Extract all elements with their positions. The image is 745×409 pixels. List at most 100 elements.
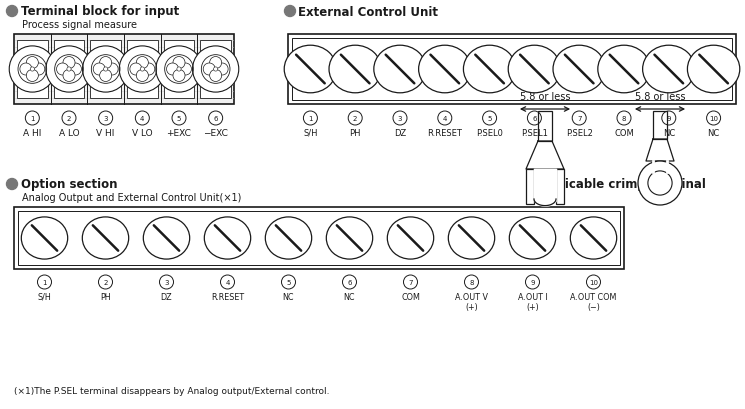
Text: V LO: V LO bbox=[132, 129, 153, 138]
Ellipse shape bbox=[22, 218, 68, 259]
Bar bbox=[14, 207, 624, 270]
Ellipse shape bbox=[326, 218, 372, 259]
Bar bbox=[18, 211, 620, 265]
Ellipse shape bbox=[387, 218, 434, 259]
Text: 5.8 or less: 5.8 or less bbox=[520, 92, 570, 102]
Circle shape bbox=[100, 57, 112, 70]
Ellipse shape bbox=[329, 46, 381, 94]
Ellipse shape bbox=[553, 46, 606, 94]
Text: 8: 8 bbox=[469, 279, 474, 285]
Text: V HI: V HI bbox=[97, 129, 115, 138]
Circle shape bbox=[83, 47, 129, 93]
Circle shape bbox=[140, 68, 145, 72]
Bar bbox=[526, 170, 534, 204]
Ellipse shape bbox=[374, 46, 426, 94]
Circle shape bbox=[209, 70, 222, 82]
Text: NC: NC bbox=[283, 292, 294, 301]
Text: 9: 9 bbox=[530, 279, 535, 285]
Text: 3: 3 bbox=[104, 116, 108, 122]
Text: 3: 3 bbox=[164, 279, 169, 285]
Circle shape bbox=[67, 68, 71, 72]
Circle shape bbox=[9, 47, 55, 93]
Text: 4: 4 bbox=[443, 116, 447, 122]
Circle shape bbox=[7, 179, 17, 190]
Text: PH: PH bbox=[100, 292, 111, 301]
Ellipse shape bbox=[463, 46, 516, 94]
Bar bbox=[538, 112, 552, 142]
Circle shape bbox=[192, 47, 238, 93]
Bar bbox=[14, 35, 234, 105]
Circle shape bbox=[156, 47, 202, 93]
Text: S/H: S/H bbox=[38, 292, 51, 301]
Circle shape bbox=[136, 57, 148, 70]
Bar bbox=[127, 40, 158, 99]
Text: COM: COM bbox=[614, 129, 634, 138]
Text: A.OUT I
(+): A.OUT I (+) bbox=[518, 292, 548, 311]
Circle shape bbox=[57, 64, 69, 76]
Text: 10: 10 bbox=[709, 116, 718, 122]
Circle shape bbox=[46, 47, 92, 93]
Text: DZ: DZ bbox=[161, 292, 172, 301]
Circle shape bbox=[180, 64, 191, 76]
Text: P.SEL2: P.SEL2 bbox=[565, 129, 592, 138]
Circle shape bbox=[20, 64, 32, 76]
Bar bbox=[90, 40, 121, 99]
Text: A.OUT V
(+): A.OUT V (+) bbox=[455, 292, 488, 311]
Circle shape bbox=[173, 57, 185, 70]
Polygon shape bbox=[534, 170, 556, 200]
Ellipse shape bbox=[510, 218, 556, 259]
Text: 6: 6 bbox=[213, 116, 218, 122]
Bar bbox=[200, 40, 231, 99]
Ellipse shape bbox=[143, 218, 190, 259]
Circle shape bbox=[93, 64, 105, 76]
Ellipse shape bbox=[419, 46, 471, 94]
Text: NC: NC bbox=[708, 129, 720, 138]
Text: 7: 7 bbox=[577, 116, 581, 122]
Text: 5: 5 bbox=[177, 116, 181, 122]
Ellipse shape bbox=[82, 218, 129, 259]
Bar bbox=[54, 40, 84, 99]
Circle shape bbox=[100, 70, 112, 82]
Circle shape bbox=[167, 64, 179, 76]
Circle shape bbox=[136, 70, 148, 82]
Ellipse shape bbox=[448, 218, 495, 259]
Ellipse shape bbox=[688, 46, 740, 94]
Text: 10: 10 bbox=[589, 279, 598, 285]
Text: (×1)The P.SEL terminal disappears by Analog output/External control.: (×1)The P.SEL terminal disappears by Ana… bbox=[14, 387, 329, 396]
Text: 4: 4 bbox=[225, 279, 229, 285]
Circle shape bbox=[119, 47, 165, 93]
Circle shape bbox=[7, 7, 17, 18]
Circle shape bbox=[216, 64, 228, 76]
Circle shape bbox=[26, 57, 38, 70]
Text: NC: NC bbox=[662, 129, 675, 138]
Circle shape bbox=[214, 68, 218, 72]
Circle shape bbox=[63, 70, 75, 82]
Text: 5: 5 bbox=[487, 116, 492, 122]
Text: S/H: S/H bbox=[303, 129, 317, 138]
Text: 8: 8 bbox=[622, 116, 627, 122]
Text: Analog Output and External Control Unit(×1): Analog Output and External Control Unit(… bbox=[22, 193, 241, 202]
Text: External Control Unit: External Control Unit bbox=[299, 5, 439, 18]
Text: 7: 7 bbox=[408, 279, 413, 285]
Bar bbox=[288, 35, 736, 105]
Text: A LO: A LO bbox=[59, 129, 79, 138]
Text: Terminal block for input: Terminal block for input bbox=[21, 5, 179, 18]
Text: PH: PH bbox=[349, 129, 361, 138]
Text: Process signal measure: Process signal measure bbox=[22, 20, 137, 30]
Bar bbox=[164, 40, 194, 99]
Circle shape bbox=[26, 70, 38, 82]
Circle shape bbox=[104, 68, 108, 72]
Circle shape bbox=[31, 68, 34, 72]
Bar bbox=[292, 39, 732, 101]
Bar bbox=[556, 170, 564, 204]
Text: +EXC: +EXC bbox=[167, 129, 191, 138]
Circle shape bbox=[143, 64, 155, 76]
Text: 2: 2 bbox=[104, 279, 108, 285]
Circle shape bbox=[209, 57, 222, 70]
Text: NC: NC bbox=[343, 292, 355, 301]
Text: 9: 9 bbox=[667, 116, 671, 122]
Circle shape bbox=[285, 7, 296, 18]
Circle shape bbox=[203, 64, 215, 76]
Bar bbox=[17, 40, 48, 99]
Text: 6: 6 bbox=[532, 116, 536, 122]
